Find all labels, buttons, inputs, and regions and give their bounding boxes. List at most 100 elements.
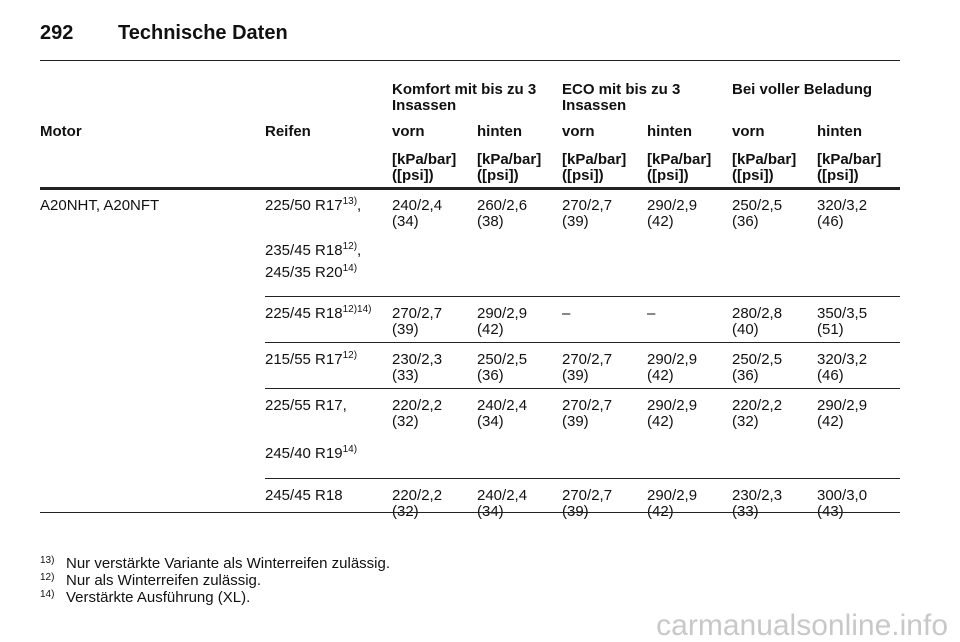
pressure-psi: (39) [562,413,589,430]
pressure-bar: 230/2,3 [392,351,443,368]
footnote-text: Nur verstärkte Variante als Winterreifen… [66,555,391,572]
footnote-text: Nur als Winterreifen zulässig. [66,572,262,589]
tyre-size: 225/50 R17 [265,197,343,214]
pressure-bar: 290/2,9 [647,397,698,414]
pressure-bar: 250/2,5 [732,351,783,368]
group-header: Bei voller Beladung [732,81,873,98]
pressure-bar: 270/2,7 [562,487,613,504]
column-header: Reifen [265,123,311,140]
pressure-bar: 320/3,2 [817,351,868,368]
tyre: 245/40 R1914) [265,444,358,462]
pressure-bar: 300/3,0 [817,487,868,504]
tyre: 235/45 R1812), [265,241,362,259]
unit-header: [kPa/bar] ([psi]) [562,151,627,184]
pressure-psi: (32) [392,503,419,520]
pressure-psi: (34) [477,503,504,520]
pressure-bar: 240/2,4 [477,397,528,414]
tyre-size: 225/55 R17 [265,397,343,414]
tyre: 215/55 R1712) [265,350,358,368]
tyre-separator: , [342,397,347,414]
pressure-psi: (39) [562,367,589,384]
tyre-note: 14) [342,263,358,274]
pressure-psi: (42) [647,503,674,520]
pressure-bar: 270/2,7 [562,197,613,214]
tyre: 225/45 R1812)14) [265,304,372,322]
column-header: hinten [817,123,862,140]
pressure-bar: 220/2,2 [392,397,443,414]
unit-header: [kPa/bar] ([psi]) [392,151,457,184]
tyre-size: 235/45 R18 [265,242,343,259]
tyre-note: 14) [342,444,358,455]
pressure-bar: 270/2,7 [562,397,613,414]
pressure-bar: 320/3,2 [817,197,868,214]
footnote-text: Verstärkte Ausführung (XL). [66,589,251,606]
pressure-psi: (34) [477,413,504,430]
pressure-bar: – [562,305,571,322]
pressure-bar: 270/2,7 [392,305,443,322]
pressure-psi: (43) [817,503,844,520]
pressure-psi: (33) [732,503,759,520]
column-header: Motor [40,123,82,140]
tyre: 225/50 R1713), [265,196,361,214]
pressure-bar: 290/2,9 [817,397,868,414]
pressure-psi: (32) [732,413,759,430]
pressure-bar: 220/2,2 [392,487,443,504]
tyre-separator: , [357,242,362,259]
unit-header: [kPa/bar] ([psi]) [817,151,882,184]
column-header: vorn [732,123,765,140]
column-header: hinten [477,123,522,140]
tyre-size: 245/45 R18 [265,487,343,504]
tyre: 245/45 R18 [265,488,343,504]
pressure-psi: (42) [647,413,674,430]
pressure-bar: 290/2,9 [477,305,528,322]
tyre: 225/55 R17, [265,398,347,414]
unit-header: [kPa/bar] ([psi]) [732,151,797,184]
pressure-bar: 220/2,2 [732,397,783,414]
pressure-psi: (46) [817,213,844,230]
pressure-psi: (42) [647,367,674,384]
row-rule [265,342,900,343]
footnote-mark: 14) [40,589,55,600]
unit-header: [kPa/bar] ([psi]) [477,151,542,184]
tyre-note: 13) [342,196,358,207]
tyre-size: 245/40 R19 [265,445,343,462]
pressure-bar: – [647,305,656,322]
tyre-note: 12) [342,241,358,252]
column-header: vorn [562,123,595,140]
column-header: vorn [392,123,425,140]
tyre-size: 225/45 R18 [265,305,343,322]
pressure-bar: 230/2,3 [732,487,783,504]
header-rule [40,60,900,61]
pressure-psi: (39) [392,321,419,338]
pressure-psi: (36) [732,213,759,230]
tyre: 245/35 R2014) [265,263,358,281]
row-rule [40,512,900,513]
pressure-bar: 240/2,4 [392,197,443,214]
pressure-bar: 290/2,9 [647,351,698,368]
tyre-size: 245/35 R20 [265,264,343,281]
page-title: Technische Daten [118,22,288,44]
pressure-bar: 260/2,6 [477,197,528,214]
column-header: hinten [647,123,692,140]
pressure-bar: 350/3,5 [817,305,868,322]
pressure-psi: (42) [647,213,674,230]
row-rule [265,478,900,479]
pressure-bar: 290/2,9 [647,487,698,504]
pressure-psi: (34) [392,213,419,230]
pressure-psi: (40) [732,321,759,338]
pressure-bar: 250/2,5 [732,197,783,214]
tyre-note: 12) [342,350,358,361]
watermark: carmanualsonline.info [656,609,948,642]
pressure-psi: (51) [817,321,844,338]
group-header: Komfort mit bis zu 3 Insassen [392,81,537,114]
page-number: 292 [40,22,74,44]
pressure-psi: (36) [477,367,504,384]
pressure-bar: 270/2,7 [562,351,613,368]
row-rule [265,388,900,389]
pressure-bar: 290/2,9 [647,197,698,214]
pressure-bar: 250/2,5 [477,351,528,368]
pressure-psi: (38) [477,213,504,230]
row-rule [265,296,900,297]
tyre-note: 12)14) [342,304,372,315]
tyre-size: 215/55 R17 [265,351,343,368]
